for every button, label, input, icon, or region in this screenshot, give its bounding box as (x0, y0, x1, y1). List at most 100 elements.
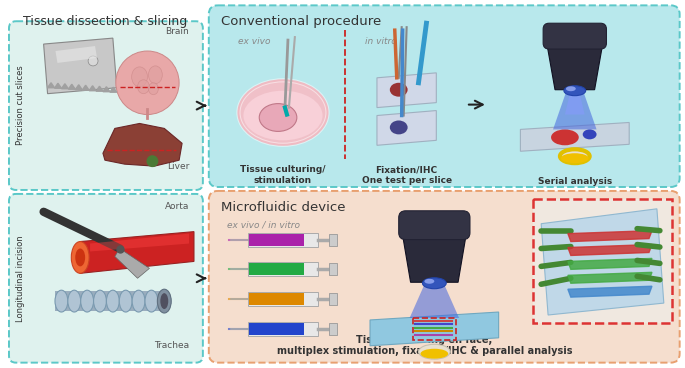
Polygon shape (89, 86, 96, 91)
Ellipse shape (55, 290, 68, 312)
Ellipse shape (81, 290, 94, 312)
Polygon shape (568, 231, 652, 241)
Polygon shape (565, 90, 585, 114)
Ellipse shape (149, 83, 158, 95)
Ellipse shape (132, 290, 145, 312)
Ellipse shape (158, 290, 171, 312)
Bar (249, 263, 303, 275)
Bar (533, 199, 672, 323)
Polygon shape (370, 312, 499, 346)
Text: Microfluidic device: Microfluidic device (221, 201, 345, 214)
Ellipse shape (390, 120, 408, 134)
Polygon shape (82, 85, 89, 90)
Text: Brain: Brain (165, 27, 189, 36)
Bar (329, 234, 338, 245)
Bar (249, 323, 303, 335)
Circle shape (147, 155, 158, 167)
Polygon shape (568, 245, 652, 255)
Text: in vitro: in vitro (365, 37, 397, 46)
Ellipse shape (421, 349, 448, 359)
Polygon shape (68, 84, 75, 89)
Ellipse shape (564, 86, 586, 96)
FancyBboxPatch shape (543, 23, 606, 49)
Bar (412, 318, 456, 340)
Polygon shape (44, 38, 117, 94)
Ellipse shape (238, 80, 327, 145)
FancyBboxPatch shape (9, 194, 203, 362)
FancyBboxPatch shape (209, 6, 680, 187)
Text: Serial analysis: Serial analysis (538, 177, 612, 186)
Text: Longitudinal incision: Longitudinal incision (16, 235, 25, 322)
Text: Conventional procedure: Conventional procedure (221, 15, 381, 28)
Polygon shape (80, 231, 194, 273)
Polygon shape (377, 110, 436, 145)
Ellipse shape (390, 83, 408, 97)
Polygon shape (568, 258, 652, 269)
Ellipse shape (119, 290, 132, 312)
Bar (249, 233, 318, 247)
Bar (533, 199, 672, 323)
Text: Liver: Liver (166, 162, 189, 171)
Polygon shape (115, 248, 149, 278)
Polygon shape (62, 84, 68, 89)
FancyBboxPatch shape (9, 21, 203, 190)
Ellipse shape (138, 80, 149, 94)
Bar (329, 263, 338, 275)
FancyBboxPatch shape (399, 211, 470, 240)
Polygon shape (521, 123, 630, 151)
Text: Precision cut slices: Precision cut slices (16, 66, 25, 145)
Polygon shape (103, 123, 182, 166)
Ellipse shape (68, 290, 81, 312)
Polygon shape (410, 282, 459, 318)
Polygon shape (55, 46, 97, 63)
Bar (249, 262, 318, 276)
Polygon shape (55, 83, 62, 88)
Ellipse shape (566, 86, 576, 91)
Ellipse shape (259, 104, 297, 131)
Text: Fixation/IHC
One test per slice: Fixation/IHC One test per slice (362, 165, 451, 184)
Ellipse shape (132, 67, 147, 87)
Polygon shape (377, 73, 436, 107)
Circle shape (116, 51, 179, 114)
Ellipse shape (75, 248, 85, 266)
Bar (55, 291, 164, 311)
Ellipse shape (419, 344, 450, 359)
Polygon shape (103, 87, 110, 92)
Ellipse shape (423, 278, 446, 289)
Bar (249, 292, 318, 306)
Ellipse shape (425, 279, 434, 284)
Polygon shape (75, 85, 82, 90)
Bar (249, 293, 303, 305)
Ellipse shape (583, 130, 597, 139)
Ellipse shape (106, 290, 119, 312)
Text: Tissue culturing en face,
multiplex stimulation, fixation/IHC & parallel analysi: Tissue culturing en face, multiplex stim… (277, 335, 572, 357)
Bar (329, 293, 338, 305)
Ellipse shape (149, 66, 162, 84)
Polygon shape (47, 83, 55, 88)
Ellipse shape (243, 91, 323, 140)
Polygon shape (541, 209, 664, 315)
Polygon shape (90, 234, 189, 251)
Polygon shape (110, 87, 117, 92)
Ellipse shape (560, 149, 590, 163)
Text: Trachea: Trachea (154, 341, 189, 350)
Bar (249, 234, 303, 245)
FancyBboxPatch shape (209, 191, 680, 362)
Ellipse shape (145, 290, 158, 312)
Text: ex vivo / in vitro: ex vivo / in vitro (227, 221, 299, 230)
Text: Tissue dissection & slicing: Tissue dissection & slicing (23, 15, 187, 28)
Ellipse shape (94, 290, 106, 312)
Bar (249, 322, 318, 336)
Polygon shape (547, 45, 603, 90)
Ellipse shape (71, 241, 89, 273)
Polygon shape (568, 272, 652, 283)
Ellipse shape (561, 153, 588, 163)
Text: ex vivo: ex vivo (238, 37, 271, 46)
Ellipse shape (160, 293, 169, 309)
Polygon shape (553, 90, 597, 130)
Polygon shape (403, 236, 466, 282)
Polygon shape (96, 86, 103, 91)
Text: Aorta: Aorta (164, 202, 189, 211)
Ellipse shape (551, 130, 579, 145)
Text: Tissue culturing/
stimulation: Tissue culturing/ stimulation (240, 165, 326, 184)
